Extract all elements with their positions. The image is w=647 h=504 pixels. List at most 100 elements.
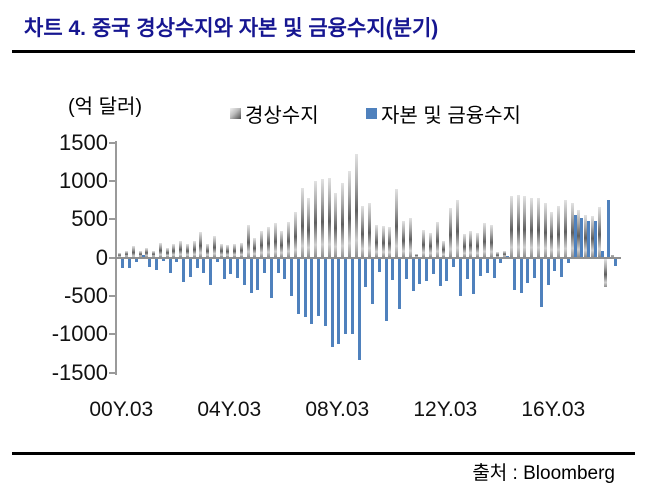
bar-current-account-q53	[476, 232, 480, 258]
bar-capital-financial-q3	[141, 255, 145, 258]
bar-current-account-q34	[347, 170, 351, 258]
bar-current-account-q50	[455, 199, 459, 258]
bar-current-account-q38	[374, 224, 378, 258]
bar-capital-financial-q59	[519, 258, 523, 293]
bar-current-account-q41	[395, 189, 399, 258]
bar-capital-financial-q6	[161, 258, 165, 261]
bar-current-account-q16	[226, 245, 230, 258]
legend-label-current-account: 경상수지	[245, 104, 319, 127]
bar-current-account-q5	[152, 250, 156, 258]
y-tick-label--1000: -1000	[51, 321, 108, 347]
bar-current-account-q48	[442, 241, 446, 258]
bar-capital-financial-q69	[587, 220, 591, 258]
bar-current-account-q18	[239, 243, 243, 258]
bar-capital-financial-q10	[188, 258, 192, 277]
bar-capital-financial-q47	[438, 258, 442, 286]
bar-current-account-q42	[401, 221, 405, 258]
bar-capital-financial-q16	[229, 258, 233, 274]
y-tick-label-1000: 1000	[59, 167, 108, 193]
bar-capital-financial-q62	[539, 258, 543, 307]
bar-current-account-q24	[280, 231, 284, 258]
y-tick-1000	[109, 179, 115, 182]
x-tick-label-08Y.03: 08Y.03	[305, 398, 370, 421]
bar-current-account-q58	[509, 196, 513, 258]
bar-current-account-q17	[233, 243, 237, 258]
x-tick-label-12Y.03: 12Y.03	[413, 398, 478, 421]
bar-capital-financial-q38	[377, 258, 381, 273]
y-tick-label-1500: 1500	[59, 129, 108, 155]
bar-current-account-q45	[422, 229, 426, 258]
bar-current-account-q7	[165, 247, 169, 258]
bar-capital-financial-q50	[458, 258, 462, 297]
bar-capital-financial-q30	[323, 258, 327, 326]
bar-capital-financial-q60	[526, 258, 530, 284]
bar-capital-financial-q14	[215, 258, 219, 262]
y-tick-label--1500: -1500	[51, 359, 108, 385]
bar-capital-financial-q9	[182, 258, 186, 282]
bar-current-account-q26	[293, 212, 297, 258]
bar-current-account-q11	[192, 240, 196, 258]
bar-capital-financial-q7	[168, 258, 172, 274]
bar-current-account-q39	[381, 226, 385, 258]
bar-capital-financial-q19	[249, 258, 253, 293]
bar-current-account-q10	[185, 244, 189, 258]
bar-capital-financial-q37	[371, 258, 375, 304]
bar-capital-financial-q41	[398, 258, 402, 309]
bar-capital-financial-q70	[593, 221, 597, 258]
bar-current-account-q27	[300, 187, 304, 258]
bar-capital-financial-q22	[269, 258, 273, 299]
bar-current-account-q67	[570, 203, 574, 258]
bar-current-account-q1	[125, 250, 129, 258]
bar-capital-financial-q71	[600, 250, 604, 258]
bar-current-account-q28	[307, 197, 311, 258]
bar-capital-financial-q21	[263, 258, 267, 274]
bar-capital-financial-q24	[283, 258, 287, 279]
bar-current-account-q71	[597, 207, 601, 258]
bar-current-account-q30	[320, 178, 324, 258]
bar-current-account-q70	[590, 215, 594, 258]
bar-capital-financial-q18	[242, 258, 246, 285]
y-tick--1000	[109, 333, 115, 336]
bar-capital-financial-q42	[404, 258, 408, 279]
y-tick-1500	[109, 141, 115, 144]
bar-capital-financial-q27	[303, 258, 307, 318]
bar-current-account-q9	[179, 240, 183, 258]
bar-current-account-q55	[489, 224, 493, 258]
bar-current-account-q20	[253, 238, 257, 258]
figure-title: 차트 4. 중국 경상수지와 자본 및 금융수지(분기)	[24, 17, 439, 40]
bar-current-account-q37	[368, 202, 372, 258]
bar-capital-financial-q20	[256, 258, 260, 290]
bar-capital-financial-q63	[546, 258, 550, 286]
title-underline	[12, 50, 635, 53]
bar-current-account-q19	[246, 224, 250, 258]
bar-current-account-q51	[462, 234, 466, 258]
bar-capital-financial-q32	[337, 258, 341, 344]
bar-capital-financial-q55	[492, 258, 496, 279]
bar-current-account-q69	[584, 214, 588, 258]
bar-current-account-q31	[327, 177, 331, 258]
y-tick--500	[109, 294, 115, 297]
bar-capital-financial-q39	[384, 258, 388, 321]
bar-current-account-q14	[212, 235, 216, 258]
bar-capital-financial-q49	[452, 258, 456, 268]
bar-capital-financial-q61	[533, 258, 537, 279]
legend-item-current-account: 경상수지	[230, 102, 319, 127]
legend-label-capital-financial: 자본 및 금융수지	[381, 104, 521, 127]
bar-capital-financial-q48	[445, 258, 449, 281]
bar-capital-financial-q65	[560, 258, 564, 278]
bar-current-account-q73	[611, 255, 615, 258]
bar-current-account-q68	[577, 209, 581, 258]
y-tick-label-0: 0	[95, 244, 108, 270]
legend-swatch-blue-icon	[366, 107, 377, 119]
bar-capital-financial-q8	[175, 258, 179, 262]
bar-current-account-q13	[206, 244, 210, 258]
bar-current-account-q59	[516, 194, 520, 258]
bar-capital-financial-q4	[148, 258, 152, 267]
bar-capital-financial-q5	[155, 258, 159, 270]
source-note: 출처 : Bloomberg	[472, 463, 615, 484]
bar-current-account-q12	[199, 232, 203, 258]
bar-current-account-q44	[415, 254, 419, 258]
x-axis-zero-line	[115, 256, 621, 259]
bar-capital-financial-q23	[276, 258, 280, 274]
bar-current-account-q65	[557, 205, 561, 258]
